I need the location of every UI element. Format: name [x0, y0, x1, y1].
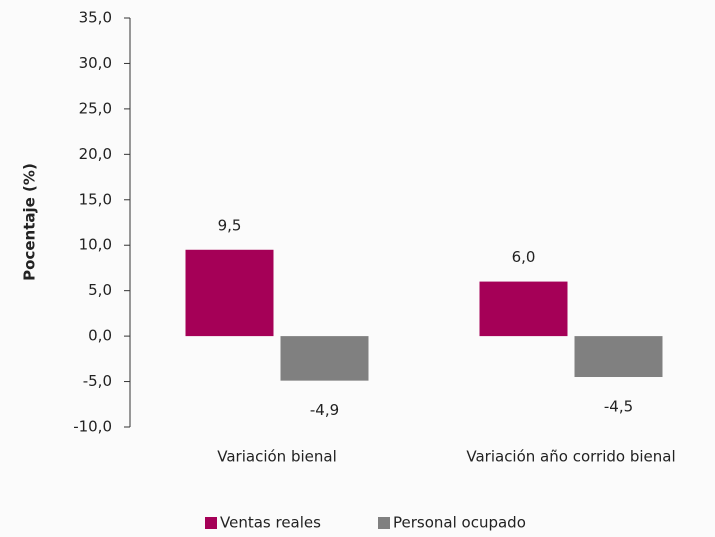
legend-label: Ventas reales [220, 514, 321, 532]
y-tick-label: 0,0 [88, 327, 112, 345]
y-tick-label: -10,0 [73, 418, 112, 436]
y-tick-label: 30,0 [79, 54, 112, 72]
legend-label: Personal ocupado [393, 514, 526, 532]
y-tick-label: 10,0 [79, 236, 112, 254]
legend-swatch [378, 517, 390, 529]
y-axis-label: Pocentaje (%) [21, 163, 39, 281]
data-label: -4,9 [310, 401, 339, 419]
legend-swatch [205, 517, 217, 529]
bar [280, 336, 369, 381]
y-tick-label: 15,0 [79, 190, 112, 208]
data-label: -4,5 [604, 398, 633, 416]
y-tick-label: 20,0 [79, 145, 112, 163]
bar [185, 249, 274, 337]
bar [479, 281, 568, 337]
y-tick-label: 25,0 [79, 99, 112, 117]
y-tick-label: 35,0 [79, 9, 112, 27]
data-label: 6,0 [512, 248, 536, 266]
data-label: 9,5 [218, 216, 242, 234]
x-tick-label: Variación año corrido bienal [466, 448, 675, 466]
x-tick-label: Variación bienal [217, 448, 336, 466]
y-tick-label: 5,0 [88, 281, 112, 299]
y-tick-label: -5,0 [83, 372, 112, 390]
bar [574, 336, 663, 378]
